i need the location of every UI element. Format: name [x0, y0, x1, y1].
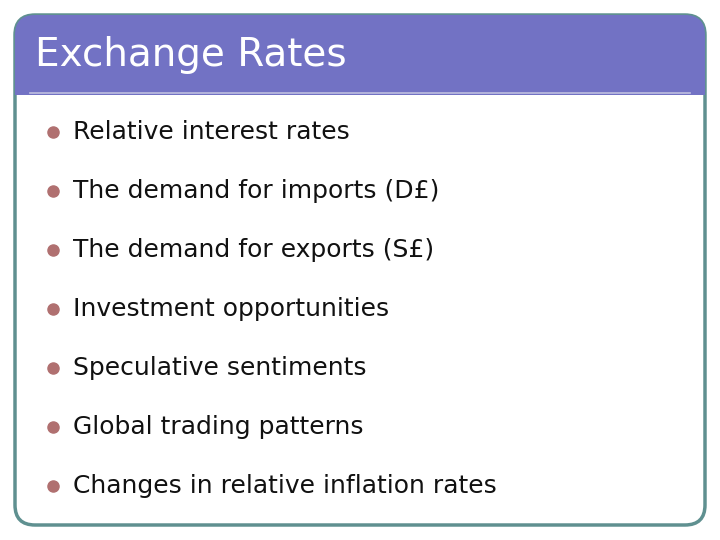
Text: Changes in relative inflation rates: Changes in relative inflation rates	[73, 474, 497, 497]
Text: The demand for imports (D£): The demand for imports (D£)	[73, 179, 439, 203]
Text: Exchange Rates: Exchange Rates	[35, 36, 346, 74]
Text: Relative interest rates: Relative interest rates	[73, 120, 350, 144]
Text: Speculative sentiments: Speculative sentiments	[73, 356, 366, 380]
FancyBboxPatch shape	[15, 15, 705, 525]
Text: The demand for exports (S£): The demand for exports (S£)	[73, 238, 434, 262]
Bar	[15, 55, 705, 95]
Text: Investment opportunities: Investment opportunities	[73, 297, 389, 321]
Text: Global trading patterns: Global trading patterns	[73, 415, 364, 438]
FancyBboxPatch shape	[15, 15, 705, 95]
